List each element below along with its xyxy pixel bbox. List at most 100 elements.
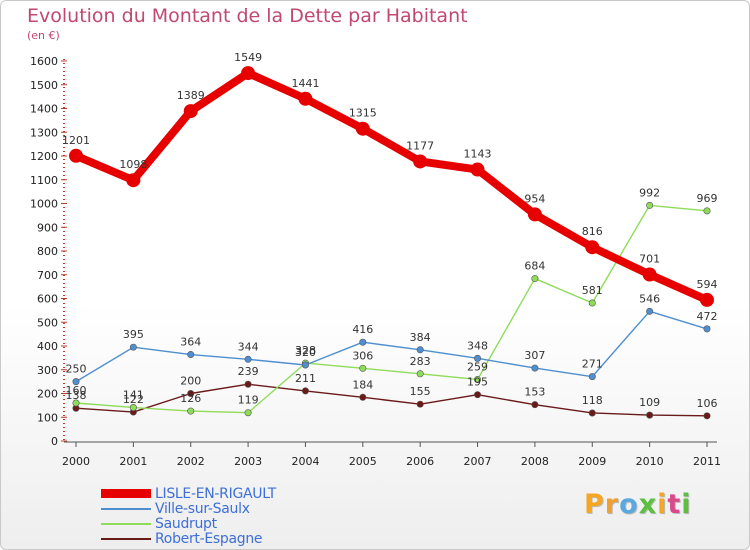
data-label: 684 — [524, 260, 545, 273]
x-tick-label: 2009 — [578, 455, 606, 468]
data-label: 195 — [467, 376, 488, 389]
y-tick-label: 0 — [51, 435, 58, 448]
x-tick-label: 2010 — [636, 455, 664, 468]
x-tick-label: 2007 — [464, 455, 492, 468]
data-label: 348 — [467, 339, 488, 352]
y-tick-label: 700 — [37, 269, 58, 282]
data-label: 344 — [238, 340, 259, 353]
data-label: 1389 — [177, 89, 205, 102]
data-label: 200 — [180, 375, 201, 388]
data-label: 106 — [697, 397, 718, 410]
data-point — [646, 307, 654, 315]
data-labels-layer: 138 122 200 239 211 184 155 195 153 118 109 106 160 1… — [62, 51, 718, 410]
data-label: 283 — [410, 355, 431, 368]
data-point — [646, 201, 654, 209]
data-label: 320 — [295, 346, 316, 359]
data-label: 118 — [582, 394, 603, 407]
series-line — [75, 204, 708, 414]
data-label: 384 — [410, 331, 431, 344]
y-tick-label: 100 — [37, 411, 58, 424]
data-label: 307 — [524, 349, 545, 362]
data-label: 155 — [410, 385, 431, 398]
data-label: 1315 — [349, 107, 377, 120]
data-point — [585, 240, 600, 255]
data-point — [359, 364, 367, 372]
y-tick-label: 200 — [37, 388, 58, 401]
data-point — [69, 148, 83, 163]
data-label: 1549 — [234, 51, 262, 64]
y-tick-label: 1500 — [30, 79, 58, 92]
data-label: 126 — [180, 392, 201, 405]
series-line — [75, 383, 708, 417]
data-point — [642, 267, 657, 282]
data-point — [416, 370, 424, 378]
x-tick-label: 2011 — [693, 455, 721, 468]
data-point — [527, 207, 542, 222]
data-label: 306 — [352, 349, 373, 362]
y-tick-label: 1000 — [30, 198, 58, 211]
x-tick-label: 2003 — [234, 455, 262, 468]
logo-letter: i — [681, 489, 692, 520]
data-point — [474, 354, 482, 362]
data-label: 239 — [238, 365, 259, 378]
proxiti-logo: Proxiti — [584, 489, 692, 520]
data-point — [474, 375, 482, 383]
y-tick-label: 400 — [37, 340, 58, 353]
data-point — [241, 66, 256, 81]
legend-label: LISLE-EN-RIGAULT — [155, 486, 277, 502]
data-label: 328 — [295, 344, 316, 357]
data-point — [700, 292, 714, 307]
x-tick-label: 2008 — [521, 455, 549, 468]
legend-swatch — [101, 538, 151, 540]
data-point — [301, 387, 309, 395]
data-point — [244, 409, 252, 417]
data-point — [187, 351, 195, 359]
series-layer — [69, 66, 714, 420]
data-point — [298, 91, 313, 106]
data-point — [126, 173, 141, 188]
data-label: 816 — [582, 225, 603, 238]
legend-label: Saudrupt — [155, 516, 217, 532]
data-point — [72, 378, 80, 386]
data-label: 969 — [697, 192, 718, 205]
data-point — [588, 409, 596, 417]
data-point — [531, 401, 539, 409]
data-point — [129, 404, 137, 412]
series-line — [72, 69, 711, 304]
x-tick-label: 2002 — [177, 455, 205, 468]
data-label: 954 — [524, 192, 545, 205]
data-label: 109 — [639, 396, 660, 409]
data-point — [703, 412, 711, 420]
data-label: 594 — [697, 278, 718, 291]
data-label: 138 — [66, 389, 87, 402]
data-label: 184 — [352, 378, 373, 391]
y-tick-label: 1600 — [30, 55, 58, 68]
x-tick-label: 2001 — [119, 455, 147, 468]
data-point — [413, 154, 428, 169]
data-label: 416 — [352, 323, 373, 336]
data-label: 395 — [123, 328, 144, 341]
logo-letter: t — [667, 489, 682, 520]
data-point — [355, 121, 370, 136]
series-line — [75, 310, 708, 383]
data-label: 153 — [524, 386, 545, 399]
logo-letter: i — [657, 489, 668, 520]
data-label: 141 — [123, 389, 144, 402]
data-label: 546 — [639, 292, 660, 305]
chart-title: Evolution du Montant de la Dette par Hab… — [27, 5, 468, 27]
y-tick-label: 800 — [37, 245, 58, 258]
y-tick-label: 1400 — [30, 103, 58, 116]
data-point — [416, 346, 424, 354]
legend-swatch — [101, 489, 151, 498]
x-tick-label: 2005 — [349, 455, 377, 468]
data-label: 364 — [180, 336, 201, 349]
data-label: 250 — [66, 363, 87, 376]
data-label: 1201 — [62, 134, 90, 147]
y-tick-label: 500 — [37, 316, 58, 329]
data-label: 701 — [639, 253, 660, 266]
data-point — [646, 411, 654, 419]
data-label: 1143 — [464, 148, 492, 161]
legend-label: Ville-sur-Saulx — [155, 501, 250, 517]
y-tick-label: 600 — [37, 293, 58, 306]
